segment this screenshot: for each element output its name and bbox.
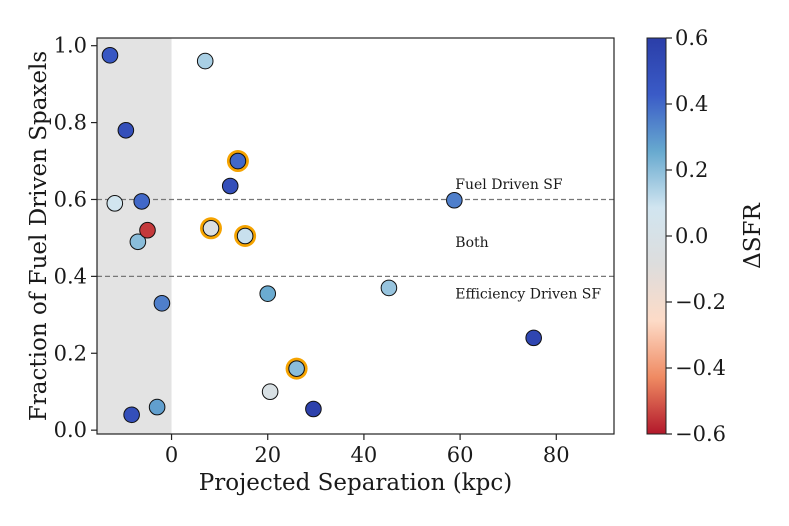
colorbar-ticks: 0.6 0.4 0.2 0.0 −0.2 −0.4 −0.6 xyxy=(666,26,726,446)
data-point-0 xyxy=(101,47,119,64)
data-point-20 xyxy=(525,329,542,347)
colorbar-tick-label-6: −0.6 xyxy=(675,422,726,446)
y-tick-label-2: 0.4 xyxy=(54,264,87,288)
y-axis-label: Fraction of Fuel Driven Spaxels xyxy=(26,51,52,421)
data-point-4 xyxy=(129,233,147,251)
data-point-2 xyxy=(106,195,124,212)
x-tick-label-1: 20 xyxy=(254,443,281,467)
data-point-8 xyxy=(148,398,166,416)
data-point-13 xyxy=(236,227,254,245)
region-annotation-0: Both xyxy=(455,235,488,251)
y-tick-label-3: 0.6 xyxy=(54,187,87,211)
y-tick-label-5: 1.0 xyxy=(54,34,87,58)
reference-line-label-0: Fuel Driven SF xyxy=(455,177,563,193)
colorbar-tick-label-1: 0.4 xyxy=(675,92,708,116)
data-point-16 xyxy=(288,360,305,377)
x-tick-label-0: 0 xyxy=(165,443,178,467)
y-tick-label-0: 0.0 xyxy=(54,418,87,442)
y-axis: 0.0 0.2 0.4 0.6 0.8 1.0 xyxy=(54,34,97,442)
data-point-11 xyxy=(229,152,247,170)
data-point-14 xyxy=(259,285,277,302)
data-point-5 xyxy=(139,221,156,239)
x-tick-label-4: 80 xyxy=(543,443,570,467)
data-point-18 xyxy=(380,279,398,297)
data-point-3 xyxy=(133,193,151,210)
x-axis-label: Projected Separation (kpc) xyxy=(199,470,512,496)
y-tick-label-4: 0.8 xyxy=(54,111,87,135)
colorbar-tick-label-5: −0.4 xyxy=(675,356,726,380)
reference-lines xyxy=(97,198,614,278)
data-points xyxy=(101,47,542,424)
x-tick-label-3: 60 xyxy=(447,443,474,467)
data-point-15 xyxy=(261,383,279,401)
data-point-12 xyxy=(202,220,220,237)
colorbar: 0.6 0.4 0.2 0.0 −0.2 −0.4 −0.6 ΔSFR xyxy=(646,26,766,446)
colorbar-bar xyxy=(646,37,667,435)
colorbar-label: ΔSFR xyxy=(740,203,766,269)
data-point-10 xyxy=(221,177,239,195)
y-tick-label-1: 0.2 xyxy=(54,341,87,365)
colorbar-tick-label-2: 0.2 xyxy=(675,158,708,182)
data-point-9 xyxy=(196,52,214,70)
plot-frame xyxy=(96,37,615,435)
x-axis: 0 20 40 60 80 xyxy=(165,434,570,467)
region-annotations: Fuel Driven SF Efficiency Driven SF Both xyxy=(455,177,601,303)
plot-area: Fuel Driven SF Efficiency Driven SF Both xyxy=(96,37,615,435)
data-point-7 xyxy=(123,406,140,424)
colorbar-tick-label-3: 0.0 xyxy=(675,224,708,248)
data-point-1 xyxy=(117,121,135,139)
data-point-19 xyxy=(446,191,463,209)
x-tick-label-2: 40 xyxy=(351,443,378,467)
data-point-17 xyxy=(305,400,322,418)
colorbar-tick-label-0: 0.6 xyxy=(675,26,708,50)
colorbar-tick-label-4: −0.2 xyxy=(675,290,726,314)
data-point-6 xyxy=(153,294,171,312)
reference-line-label-1: Efficiency Driven SF xyxy=(455,287,601,303)
